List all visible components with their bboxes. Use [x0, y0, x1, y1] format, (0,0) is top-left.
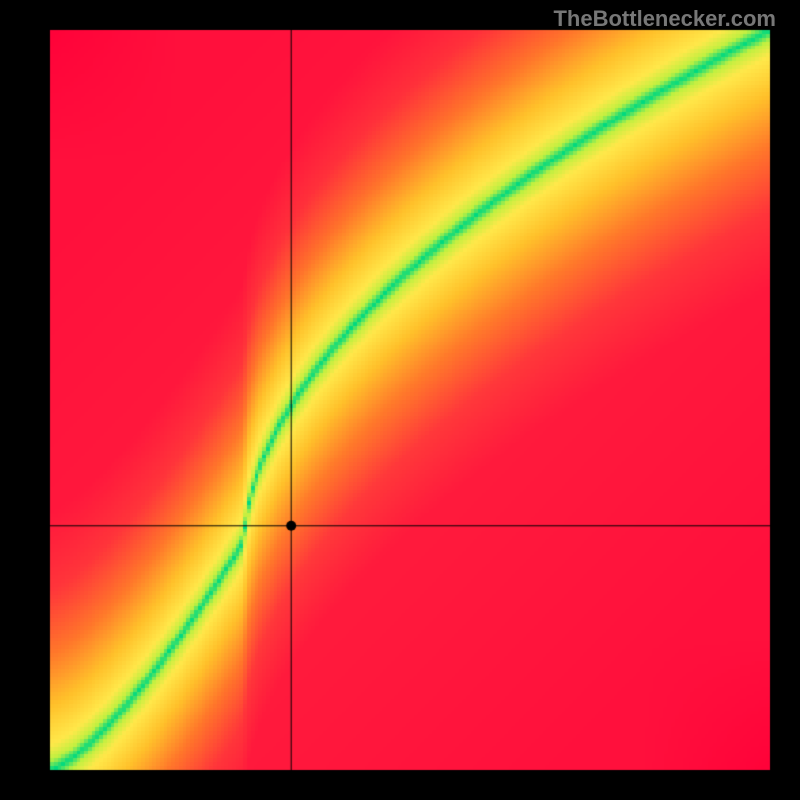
chart-container: TheBottlenecker.com: [0, 0, 800, 800]
bottleneck-heatmap: [0, 0, 800, 800]
